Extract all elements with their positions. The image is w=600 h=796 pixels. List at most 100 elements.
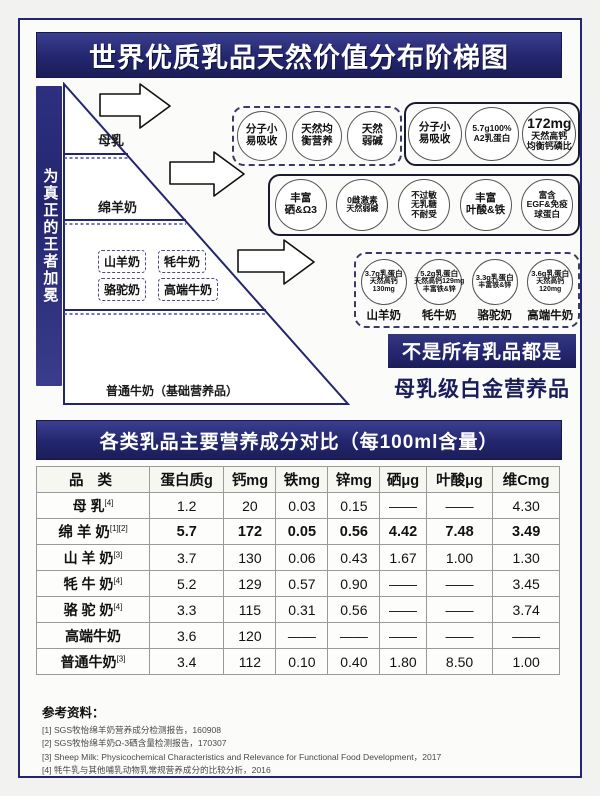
col-header-folate: 叶酸μg [425,466,494,493]
bubble-cell: 3.7g乳蛋白 天然高钙 130mg 山羊奶 [356,254,412,323]
row-label: 高端牛奶 [36,622,150,649]
row-label: 牦 牛 奶[4] [36,570,150,597]
col-header-selenium: 硒μg [379,466,427,493]
table-cell: 20 [223,492,277,519]
bubble-group-sheep-milk-benefits: 丰富 硒&Ω3 0雌激素 天然弱碱 不过敏 无乳糖 不耐受 丰富 叶酸&铁 [268,174,580,236]
bubble-line2: 天然高钙 [369,278,398,286]
col-header-iron: 铁mg [275,466,329,493]
bubble-line1: 丰富 [290,192,312,205]
table-cell: 0.90 [327,570,381,597]
table-cell: —— [492,622,560,649]
pyramid-diagram [63,82,351,405]
bubble-cell: 3.3g乳蛋白 丰富铁&锌 骆驼奶 [467,254,523,323]
bubble-line2: EGF&免疫 [526,199,568,210]
table-cell: —— [379,622,427,649]
reference-item: [3] Sheep Milk: Physicochemical Characte… [42,751,442,762]
table-cell: 1.00 [425,544,494,571]
table-cell: 0.31 [275,596,329,623]
pyramid-tier3-camel: 骆驼奶 [98,278,147,301]
table-cell: 0.57 [275,570,329,597]
table-cell: 130 [223,544,277,571]
page-title: 世界优质乳品天然价值分布阶梯图 [89,42,509,73]
table-cell: 7.48 [425,518,494,545]
bubble-line2: 丰富铁&锌 [478,282,512,290]
table-cell: 3.49 [492,518,560,545]
table-cell: 3.6 [148,622,225,649]
bubble-item: 分子小 易吸收 [407,107,462,161]
table-cell: 3.4 [148,648,225,675]
table-cell: 4.42 [379,518,427,545]
table-row: 母 乳[4] 1.2 20 0.03 0.15 —— —— 4.30 [36,492,560,519]
bubble-item: 5.2g乳蛋白 天然高钙129mg 丰富铁&锌 [414,259,465,305]
table-cell: 3.3 [148,596,225,623]
bubble-line1: 3.7g乳蛋白 [364,268,403,278]
col-header-text: 品 类 [68,473,118,489]
slogan-line2: 母乳级白金营养品 [394,378,570,401]
vertical-slogan-bar: 为真正的王者加冕 [36,86,62,386]
bubble-item: 0雌激素 天然弱碱 [336,179,389,231]
bubble-line2: 天然高钙129mg [414,278,465,286]
bubble-item: 丰富 硒&Ω3 [274,179,327,231]
table-cell: 0.06 [275,544,329,571]
bubble-line3: 均衡钙磷比 [526,140,572,151]
table-header-row: 品 类 蛋白质g 钙mg 铁mg 锌mg 硒μg 叶酸μg 维Cmg [36,466,560,493]
bubble-caption: 牦牛奶 [422,310,457,322]
pyramid-tier-sheep-milk: 绵羊奶 [98,200,138,215]
bubble-line1: 172mg [527,115,572,132]
nutrition-table-wrap: 品 类 蛋白质g 钙mg 铁mg 锌mg 硒μg 叶酸μg 维Cmg 母 乳[4… [36,466,560,675]
vertical-slogan-text: 为真正的王者加冕 [41,168,59,304]
bubble-line3: 不耐受 [411,208,437,219]
table-cell: —— [425,570,494,597]
bubble-line2: 弱碱 [361,135,383,147]
pyramid-tier-ordinary-milk: 普通牛奶（基础营养品） [106,384,239,398]
table-cell: 1.2 [148,492,225,519]
slogan-block: 不是所有乳品都是 母乳级白金营养品 [388,334,576,403]
row-label: 山 羊 奶[3] [36,544,150,571]
table-cell: 112 [223,648,277,675]
bubble-line1: 丰富 [475,192,497,205]
table-cell: —— [275,622,329,649]
bubble-line2: 硒&Ω3 [284,204,317,216]
col-header-calcium: 钙mg [223,466,277,493]
nutrition-table: 品 类 蛋白质g 钙mg 铁mg 锌mg 硒μg 叶酸μg 维Cmg 母 乳[4… [36,466,560,675]
row-label-footnote: [4] [113,601,123,611]
bubble-line1: 3.6g乳蛋白 [531,268,570,278]
table-cell: 0.43 [327,544,381,571]
bubble-line1: 3.3g乳蛋白 [475,272,514,282]
table-cell: —— [379,492,427,519]
table-cell: 0.40 [327,648,381,675]
bubble-line2: 天然高钙 [531,130,568,141]
bubble-line1: 富含 [538,189,556,200]
bubble-cell: 5.2g乳蛋白 天然高钙129mg 丰富铁&锌 牦牛奶 [412,254,468,323]
infographic-frame: 世界优质乳品天然价值分布阶梯图 为真正的王者加冕 [18,18,582,778]
bubble-item: 3.3g乳蛋白 丰富铁&锌 [471,259,518,305]
bubble-item: 天然 弱碱 [347,111,398,161]
table-cell: —— [425,596,494,623]
bubble-line1: 不过敏 [411,189,437,200]
table-cell: 3.45 [492,570,560,597]
row-label: 普通牛奶[3] [36,648,150,675]
pyramid-tier3-goat: 山羊奶 [98,250,147,273]
table-row: 高端牛奶 3.6 120 —— —— —— —— —— [36,622,560,649]
pyramid-section: 为真正的王者加冕 母乳 绵羊奶 山羊奶 [36,82,580,417]
table-cell: —— [425,622,494,649]
table-cell: 129 [223,570,277,597]
bubble-item: 3.6g乳蛋白 天然高钙 120mg [527,259,574,305]
bubble-group-sheep-milk-top: 分子小 易吸收 5.7g100% A2乳蛋白 172mg 天然高钙 均衡钙磷比 [404,102,580,166]
table-cell: 1.67 [379,544,427,571]
slogan-line1: 不是所有乳品都是 [388,334,576,368]
table-row: 牦 牛 奶[4] 5.2 129 0.57 0.90 —— —— 3.45 [36,570,560,597]
bubble-line1: 天然均 [301,123,333,136]
bubble-line3: 120mg [539,286,562,294]
table-cell: 8.50 [425,648,494,675]
table-cell: 120 [223,622,277,649]
reference-item: [4] 牦牛乳与其他哺乳动物乳常规营养成分的比较分析，2016 [42,764,271,775]
table-cell: 0.03 [275,492,329,519]
bubble-item: 不过敏 无乳糖 不耐受 [397,179,450,231]
bubble-line2: 天然弱碱 [346,204,379,214]
bubble-group-breast-milk: 分子小 易吸收 天然均 衡营养 天然 弱碱 [232,106,402,166]
reference-item: [1] SGS牧怡绵羊奶营养成分检测报告，160908 [42,725,222,735]
bubble-item: 分子小 易吸收 [236,111,287,161]
bubble-item: 富含 EGF&免疫 球蛋白 [521,179,574,231]
